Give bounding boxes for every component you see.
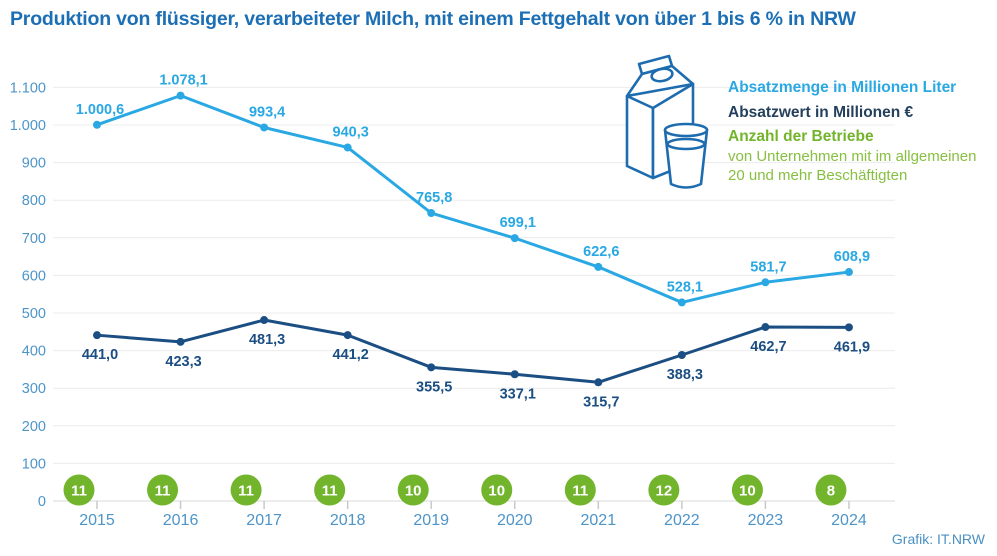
betriebe-count: 10 bbox=[739, 483, 756, 500]
data-point-label: 481,3 bbox=[249, 332, 285, 348]
betriebe-circle bbox=[481, 474, 513, 506]
milk-carton-icon bbox=[625, 54, 709, 189]
y-axis-label: 500 bbox=[22, 306, 46, 322]
betriebe-circle bbox=[731, 474, 763, 506]
y-axis-label: 800 bbox=[22, 193, 46, 209]
betriebe-circle bbox=[648, 474, 680, 506]
data-point bbox=[677, 350, 686, 359]
data-point-label: 423,3 bbox=[165, 354, 201, 370]
year-label: 2024 bbox=[831, 512, 867, 529]
data-point-label: 608,9 bbox=[834, 249, 870, 265]
betriebe-circle bbox=[564, 474, 596, 506]
data-point bbox=[93, 120, 101, 129]
betriebe-circle bbox=[230, 474, 262, 506]
data-point bbox=[260, 123, 269, 132]
data-point-label: 993,4 bbox=[249, 104, 285, 120]
data-point-label: 528,1 bbox=[667, 279, 703, 295]
data-point-label: 388,3 bbox=[667, 367, 703, 383]
year-label: 2022 bbox=[664, 512, 700, 529]
milk-carton-and-glass-icon bbox=[605, 50, 727, 202]
data-point-label: 622,6 bbox=[583, 244, 619, 260]
data-point bbox=[844, 268, 853, 277]
year-label: 2020 bbox=[497, 512, 533, 529]
legend-absatzmenge: Absatzmenge in Millionen Liter bbox=[728, 79, 957, 96]
data-point-label: 441,2 bbox=[333, 347, 369, 363]
data-point bbox=[176, 337, 185, 346]
betriebe-count: 11 bbox=[238, 483, 254, 500]
data-point-label: 581,7 bbox=[750, 259, 786, 275]
betriebe-circle bbox=[397, 474, 429, 506]
betriebe-count: 10 bbox=[488, 483, 505, 500]
y-axis-label: 700 bbox=[22, 231, 46, 247]
data-point bbox=[677, 298, 686, 307]
legend-betriebe-sub1: von Unternehmen mit im allgemeinen bbox=[728, 147, 977, 165]
betriebe-count: 11 bbox=[155, 483, 171, 500]
legend-absatzwert: Absatzwert in Millionen € bbox=[728, 103, 914, 121]
data-point bbox=[176, 91, 185, 100]
y-axis-label: 100 bbox=[22, 456, 46, 472]
betriebe-count: 10 bbox=[405, 483, 422, 500]
data-point-label: 355,5 bbox=[416, 379, 452, 395]
data-point bbox=[510, 234, 519, 243]
y-axis-label: 600 bbox=[22, 268, 46, 284]
data-point bbox=[93, 331, 101, 340]
data-point-label: 699,1 bbox=[500, 215, 536, 231]
data-point-label: 1.000,6 bbox=[76, 102, 124, 118]
data-point-label: 441,0 bbox=[82, 347, 118, 363]
data-point-label: 337,1 bbox=[500, 386, 536, 402]
data-point bbox=[343, 143, 352, 152]
credit-label: Grafik: IT.NRW bbox=[891, 531, 985, 547]
betriebe-count: 8 bbox=[827, 483, 835, 500]
year-label: 2023 bbox=[748, 512, 784, 529]
data-point bbox=[510, 370, 519, 379]
betriebe-count: 11 bbox=[572, 483, 588, 500]
series-line-1 bbox=[95, 318, 851, 384]
betriebe-count: 11 bbox=[71, 483, 87, 500]
y-axis-label: 1.100 bbox=[10, 80, 46, 96]
data-point bbox=[594, 378, 603, 387]
data-point-label: 765,8 bbox=[416, 190, 452, 206]
year-label: 2019 bbox=[413, 512, 449, 529]
betriebe-circle bbox=[147, 474, 179, 506]
data-point bbox=[761, 323, 770, 332]
y-axis-label: 300 bbox=[22, 381, 46, 397]
year-label: 2021 bbox=[581, 512, 617, 529]
data-point-label: 1.078,1 bbox=[159, 73, 207, 89]
year-label: 2016 bbox=[163, 512, 199, 529]
data-point bbox=[343, 331, 352, 340]
chart-title: Produktion von flüssiger, verarbeiteter … bbox=[10, 8, 856, 30]
series-line-0 bbox=[95, 94, 851, 304]
data-point-label: 462,7 bbox=[750, 339, 786, 355]
data-point-label: 315,7 bbox=[583, 394, 619, 410]
year-label: 2018 bbox=[330, 512, 366, 529]
y-axis-label: 400 bbox=[22, 344, 46, 360]
betriebe-count: 11 bbox=[322, 483, 338, 500]
year-label: 2015 bbox=[79, 512, 115, 529]
y-axis-label: 1.000 bbox=[10, 118, 46, 134]
betriebe-count: 12 bbox=[656, 483, 673, 500]
data-point bbox=[844, 323, 853, 332]
betriebe-circle bbox=[314, 474, 346, 506]
legend-betriebe-sub2: 20 und mehr Beschäftigten bbox=[728, 166, 908, 184]
data-point bbox=[427, 363, 436, 372]
data-point-label: 461,9 bbox=[834, 339, 870, 355]
data-point bbox=[260, 316, 269, 325]
data-point bbox=[427, 209, 436, 218]
legend-betriebe: Anzahl der Betriebe bbox=[728, 128, 874, 145]
data-point bbox=[761, 278, 770, 287]
betriebe-circle bbox=[63, 474, 95, 506]
y-axis-label: 900 bbox=[22, 156, 46, 172]
legend: Absatzmenge in Millionen Liter Absatzwer… bbox=[728, 80, 993, 186]
data-point-label: 940,3 bbox=[333, 124, 369, 140]
y-axis-label: 200 bbox=[22, 419, 46, 435]
year-label: 2017 bbox=[246, 512, 282, 529]
data-point bbox=[594, 262, 603, 271]
y-axis-label: 0 bbox=[38, 494, 46, 510]
betriebe-circle bbox=[815, 474, 847, 506]
